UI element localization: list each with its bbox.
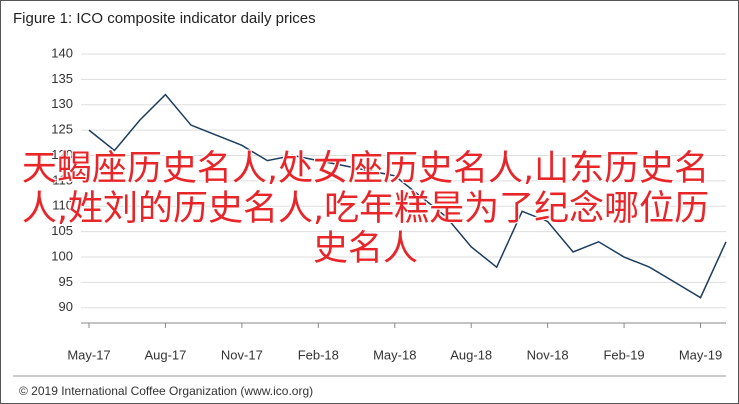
overlay-text: 天蝎座历史名人,处女座历史名人,山东历史名人,姓刘的历史名人,吃年糕是为了纪念哪…: [21, 149, 710, 269]
x-tick-label: Feb-19: [603, 347, 644, 362]
y-tick-label: 130: [51, 96, 73, 111]
y-tick-label: 105: [51, 223, 73, 238]
y-tick-label: 95: [59, 274, 73, 289]
x-tick-label: Aug-17: [144, 347, 186, 362]
y-tick-label: 115: [52, 172, 73, 187]
y-tick-label: 140: [51, 45, 73, 60]
x-tick-label: May-17: [67, 347, 110, 362]
y-tick-label: 135: [51, 71, 73, 86]
y-tick-label: 110: [52, 198, 73, 213]
x-tick-label: Feb-18: [298, 347, 339, 362]
chart-title: Figure 1: ICO composite indicator daily …: [13, 10, 316, 27]
x-tick-label: May-19: [679, 347, 722, 362]
price-line: [88, 93, 727, 299]
y-tick-label: 90: [59, 299, 73, 314]
x-tick-label: May-18: [373, 347, 416, 362]
y-tick-label: 120: [51, 147, 73, 162]
source: © 2019 International Coffee Organization…: [19, 384, 313, 398]
y-tick-label: 125: [51, 122, 73, 137]
x-tick-label: Nov-17: [221, 347, 263, 362]
x-tick-label: Aug-18: [450, 347, 492, 362]
y-tick-label: 100: [51, 248, 73, 263]
x-tick-label: Nov-18: [527, 347, 569, 362]
